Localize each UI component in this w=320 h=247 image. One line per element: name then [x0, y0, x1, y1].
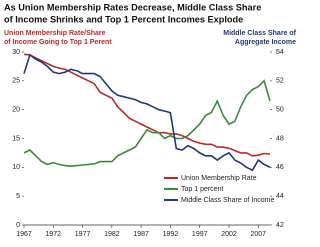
y-tick-label: 25 — [12, 78, 20, 85]
x-tick-label: 1967 — [16, 231, 32, 238]
y2-tick-label: 52 — [276, 78, 284, 85]
y2-tick-label: 54 — [276, 49, 284, 56]
x-tick-label: 1977 — [75, 231, 91, 238]
y-axis-label: of Income Going to Top 1 Perent — [4, 39, 112, 46]
x-tick-label: 1992 — [163, 231, 179, 238]
chart: As Union Membership Rates Decrease, Midd… — [4, 2, 297, 238]
y2-tick-label: 42 — [276, 222, 284, 229]
x-tick-label: 1982 — [104, 231, 120, 238]
y-tick-label: 20 — [12, 107, 20, 114]
legend-label: Middle Class Share of Income — [181, 197, 274, 204]
x-tick-label: 2007 — [250, 231, 266, 238]
line — [23, 79, 271, 168]
y2-tick-label: 44 — [276, 193, 284, 200]
y-tick-label: 30 — [12, 49, 20, 56]
y2-tick-label: 48 — [276, 135, 284, 142]
y-tick-label: 5 — [16, 193, 20, 200]
y2-axis-label: Middle Class Share of — [223, 30, 296, 37]
y2-axis-label: Aggregate Income — [235, 39, 296, 46]
y-axis-label: Union Membership Rate/Share — [4, 30, 106, 37]
x-tick-label: 1997 — [192, 231, 208, 238]
chart-title: of Income Shrinks and Top 1 Percent Inco… — [4, 14, 243, 24]
line — [23, 53, 271, 172]
legend-label: Union Membership Rate — [181, 175, 257, 182]
y-tick-label: 15 — [12, 135, 20, 142]
x-tick-label: 2002 — [221, 231, 237, 238]
y2-tick-label: 46 — [276, 164, 284, 171]
y2-tick-label: 50 — [276, 107, 284, 114]
y-tick-label: 0 — [16, 222, 20, 229]
y-tick-label: 10 — [12, 164, 20, 171]
line — [23, 53, 271, 157]
x-tick-label: 1987 — [133, 231, 149, 238]
legend-label: Top 1 percent — [181, 186, 223, 193]
x-tick-label: 1972 — [45, 231, 61, 238]
chart-title: As Union Membership Rates Decrease, Midd… — [4, 2, 261, 12]
